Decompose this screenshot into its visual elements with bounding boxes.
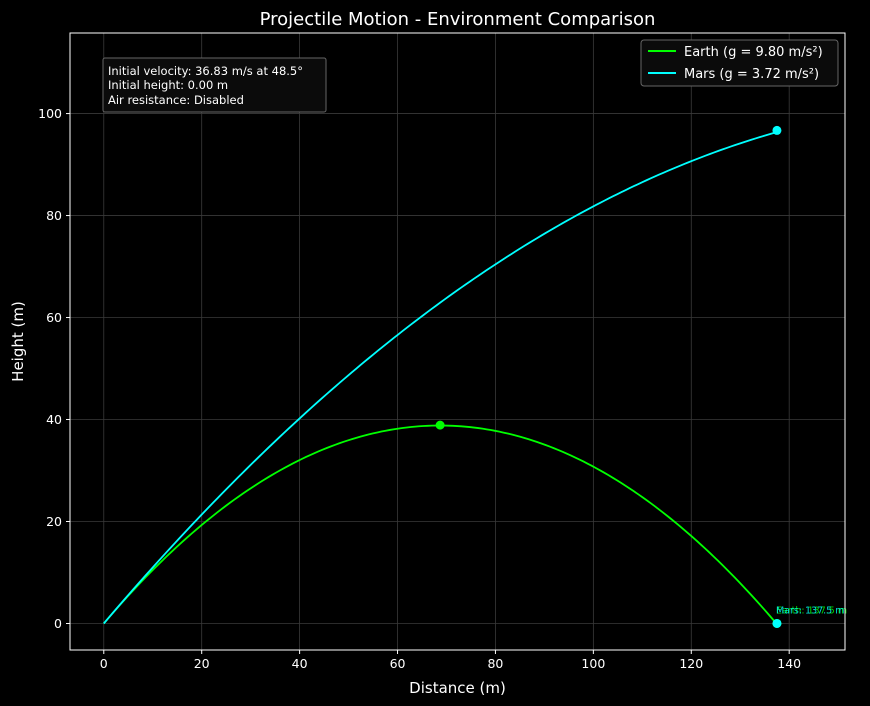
info-box: Initial velocity: 36.83 m/s at 48.5° Ini…: [102, 57, 327, 113]
y-tick-label: 80: [46, 208, 62, 223]
x-tick-label: 20: [194, 656, 210, 671]
y-tick-label: 20: [46, 514, 62, 529]
series-line-mars: [103, 131, 778, 625]
info-line-height: Initial height: 0.00 m: [108, 78, 228, 92]
end-marker-mars: [772, 125, 782, 135]
y-tick-label: 0: [54, 616, 62, 631]
x-tick-label: 60: [390, 656, 406, 671]
y-axis: 0 20 40 60 80 100: [38, 106, 70, 631]
plot-frame: [69, 32, 846, 651]
apex-marker-earth: [435, 420, 445, 430]
grid: [70, 33, 845, 650]
y-tick-label: 60: [46, 310, 62, 325]
x-tick-label: 40: [292, 656, 308, 671]
x-tick-label: 100: [581, 656, 605, 671]
x-tick-label: 0: [100, 656, 108, 671]
end-label-mars: Mars: 137.5 m: [776, 605, 845, 616]
x-tick-label: 120: [679, 656, 703, 671]
x-axis: 0 20 40 60 80 100 120 140: [100, 650, 801, 671]
info-line-air-resistance: Air resistance: Disabled: [108, 93, 244, 107]
y-tick-label: 100: [38, 106, 62, 121]
legend-label-mars: Mars (g = 3.72 m/s²): [684, 67, 819, 82]
legend-label-earth: Earth (g = 9.80 m/s²): [684, 45, 823, 60]
x-axis-label: Distance (m): [409, 679, 506, 697]
legend: Earth (g = 9.80 m/s²) Mars (g = 3.72 m/s…: [640, 39, 839, 87]
landing-marker-mars: [772, 618, 782, 628]
y-axis-label: Height (m): [9, 301, 27, 382]
legend-frame: [640, 39, 839, 87]
info-box-frame: [102, 57, 327, 113]
end-label-earth: Earth: 137.5 m: [776, 605, 847, 616]
x-tick-label: 140: [777, 656, 801, 671]
y-tick-label: 40: [46, 412, 62, 427]
info-line-velocity: Initial velocity: 36.83 m/s at 48.5°: [108, 64, 303, 78]
x-tick-label: 80: [487, 656, 503, 671]
chart-title: Projectile Motion - Environment Comparis…: [260, 9, 656, 30]
